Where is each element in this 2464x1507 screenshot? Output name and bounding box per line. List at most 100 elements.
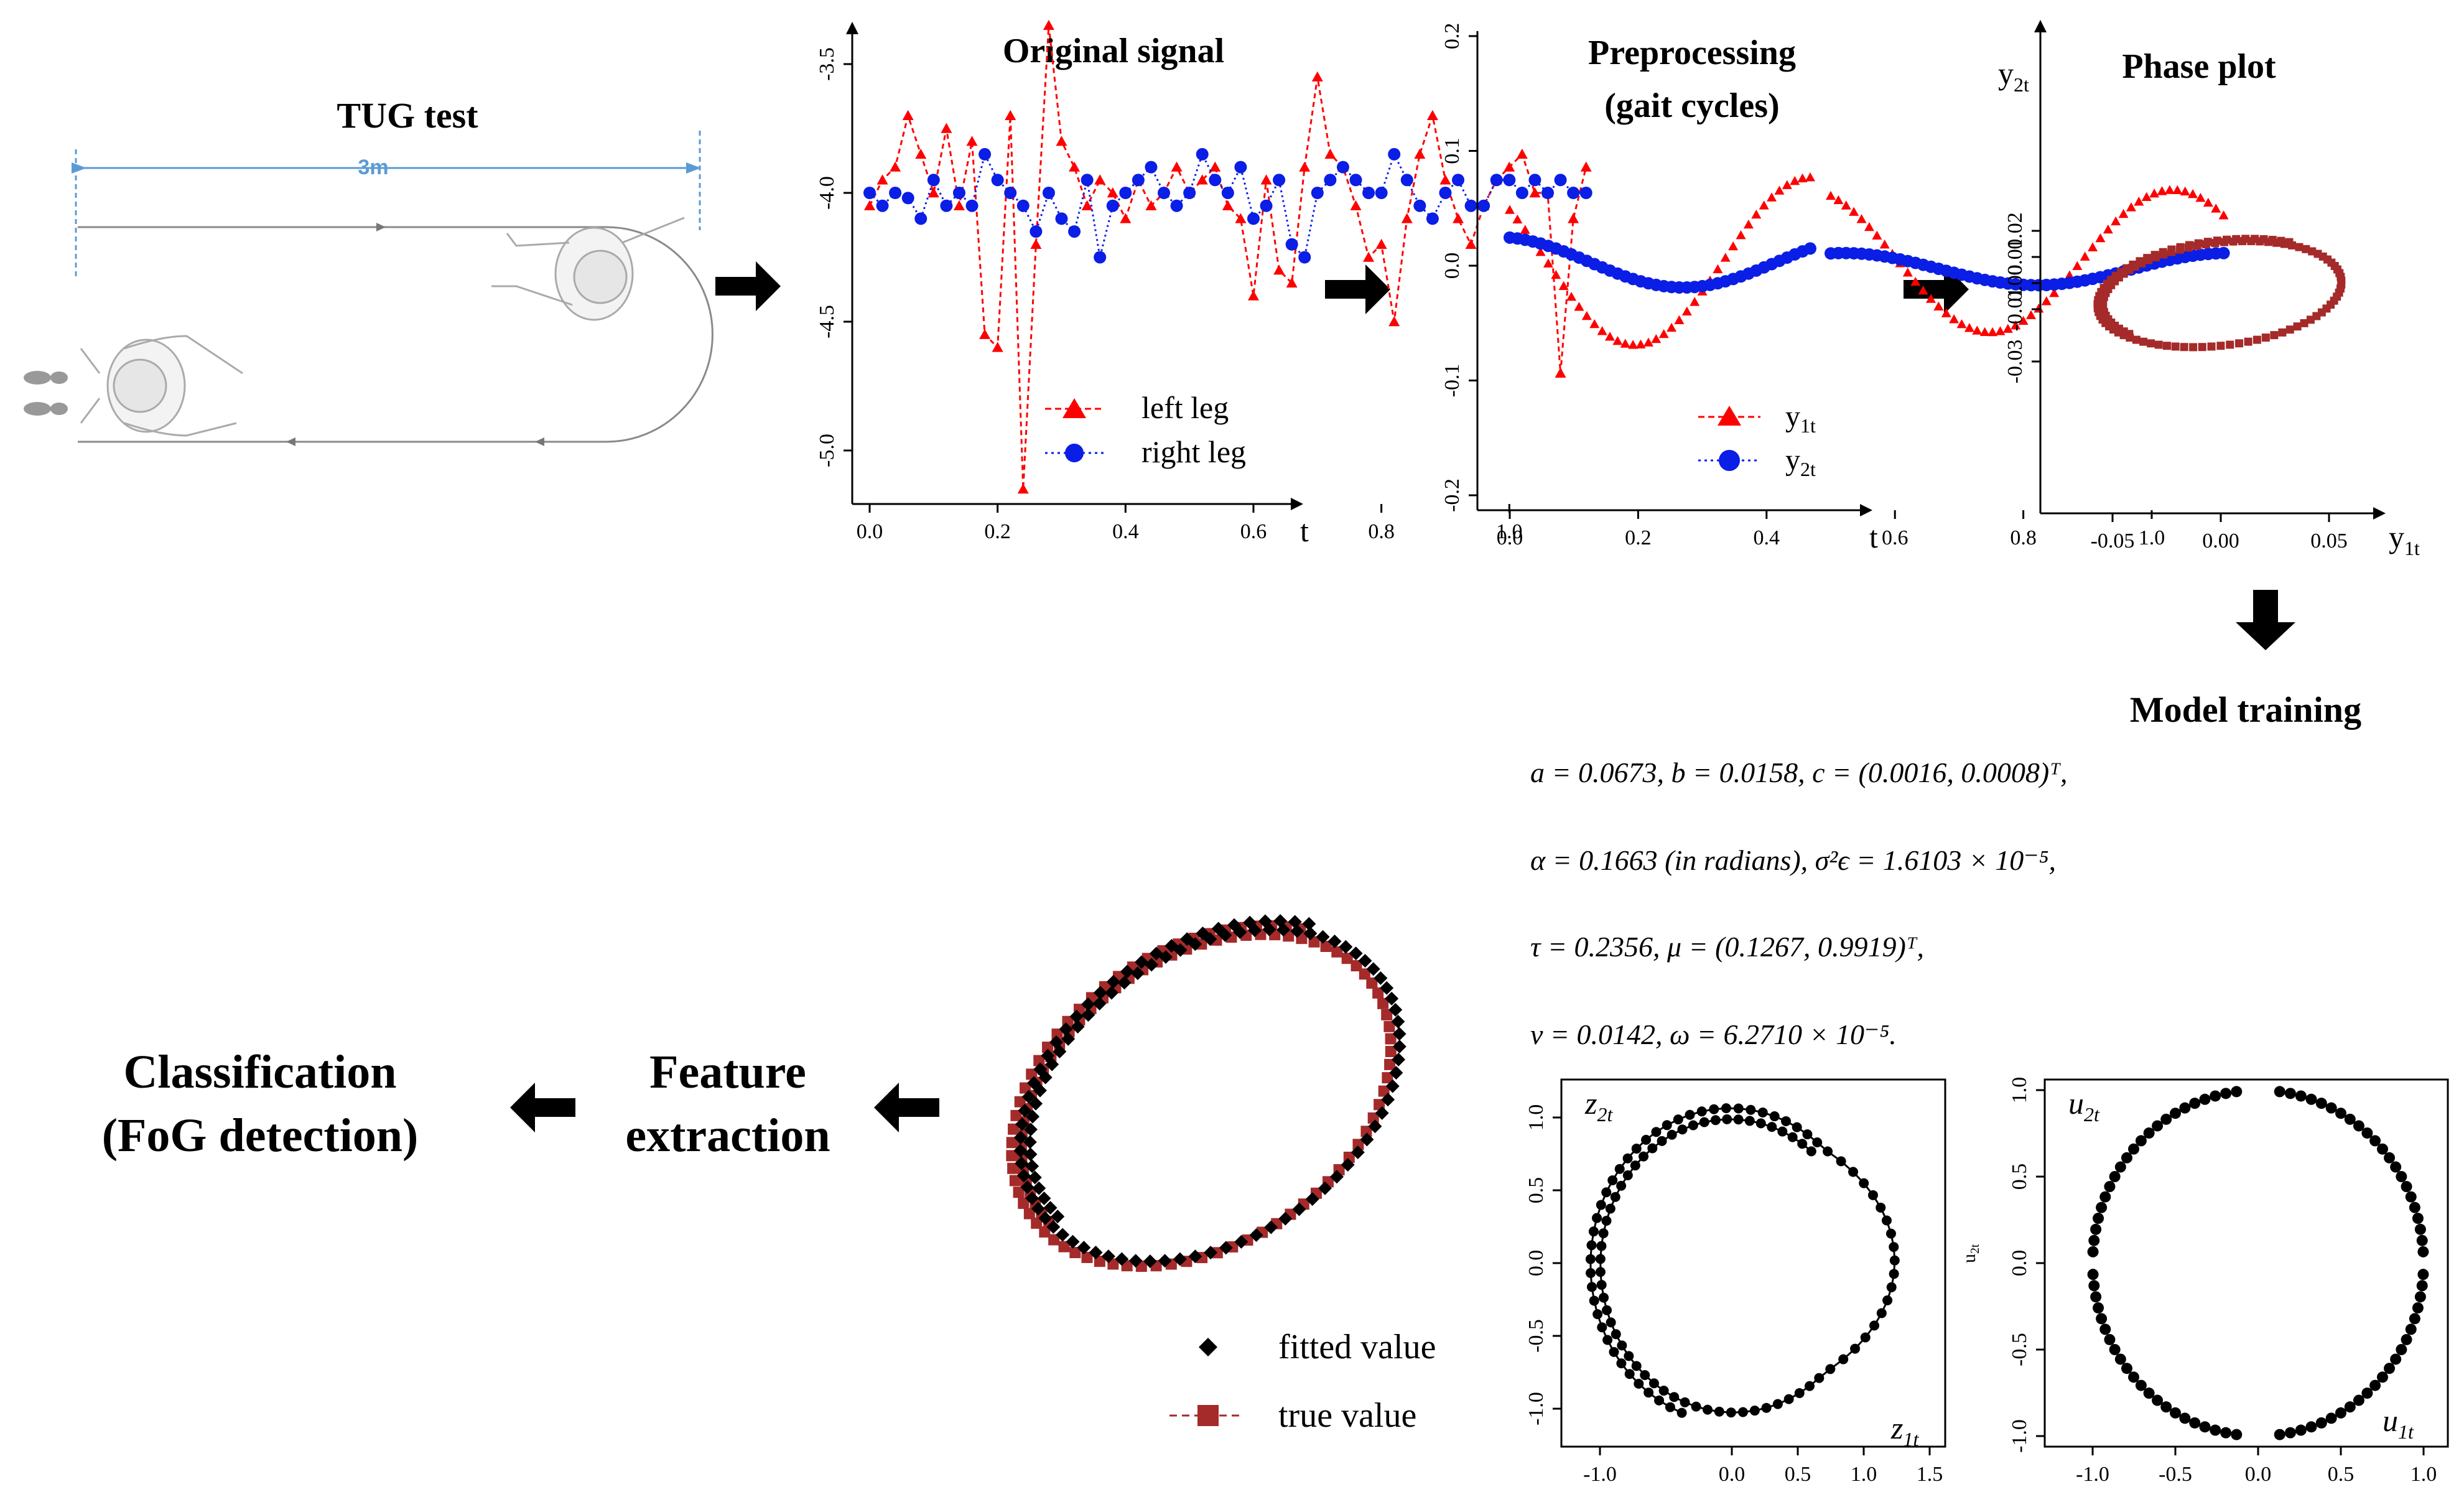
tick-label: -0.03 [2004,340,2027,384]
square-marker [1352,1139,1364,1150]
square-marker [2198,343,2206,352]
diamond-marker [1158,1254,1172,1268]
point-marker [1622,1153,1633,1164]
point-marker [1528,174,1541,187]
triangle-marker [966,136,978,146]
point-marker [2274,1086,2285,1098]
point-marker [2284,1427,2296,1439]
diamond-marker [1389,1066,1403,1080]
diamond-marker [1015,1156,1029,1170]
square-marker [2300,319,2308,327]
diamond-marker [1145,958,1159,972]
tick-label: -0.5 [1525,1319,1548,1353]
triangle-marker [1555,367,1566,378]
triangle-marker [1849,207,1859,216]
triangle-marker [1017,483,1029,494]
triangle-marker [1658,329,1669,338]
triangle-marker [1094,174,1106,185]
classification-line2: (FoG detection) [102,1109,419,1162]
tick-label: -3.5 [816,47,839,81]
triangle-marker [1767,192,1777,202]
point-marker [2390,1161,2402,1173]
point-marker [1426,212,1439,225]
tick-label: 0.8 [2010,526,2037,549]
triangle-marker [1612,335,1623,345]
triangle-marker [2118,208,2129,218]
point-marker [1586,1268,1596,1279]
triangle-marker [927,187,939,198]
diamond-marker [1033,1083,1047,1098]
triangle-marker [1558,281,1569,291]
diamond-marker [1043,1201,1058,1215]
point-marker [2096,1313,2108,1325]
square-marker [2280,240,2289,248]
point-marker [1597,1322,1607,1333]
triangle-marker [1535,247,1546,256]
diamond-marker [1061,1032,1076,1046]
tick-label: 0.4 [1754,526,1780,549]
square-marker [2180,343,2188,352]
diamond-marker [1218,928,1232,942]
point-marker [1757,1107,1768,1117]
triangle-marker [1713,264,1723,274]
point-marker [1806,1146,1816,1157]
square-marker [2288,241,2297,250]
point-marker [901,192,914,205]
point-marker [1209,174,1222,187]
point-marker [2417,1269,2429,1281]
point-marker [1595,1267,1606,1277]
square-marker [2238,237,2247,246]
triangle-marker [1363,251,1375,262]
triangle-marker [1145,200,1157,210]
square-marker [1013,1187,1025,1198]
triangle-marker [2080,251,2090,261]
model-training-label: Model training [2130,689,2361,730]
point-marker [1585,1254,1596,1264]
point-marker [2414,1291,2426,1303]
diamond-marker [1234,1234,1248,1249]
point-marker [965,199,979,212]
diamond-marker [1204,1246,1218,1260]
point-marker [1662,1120,1672,1131]
tug-title: TUG test [337,95,478,136]
point-marker [2409,1201,2420,1213]
point-marker [2109,1171,2121,1182]
point-marker [1803,242,1816,255]
square-marker [1383,1020,1395,1032]
point-marker [1709,1104,1719,1114]
triangle-marker [1574,302,1584,311]
point-marker [2099,1191,2111,1203]
point-marker [1004,187,1017,199]
triangle-marker [1690,297,1700,306]
triangle-marker [1414,148,1426,159]
point-marker [1889,1269,1899,1279]
point-marker [2390,1353,2402,1365]
walker-figure-turn [491,217,685,321]
diamond-marker [1135,955,1149,969]
phase-xlabel: y1t [2389,520,2420,559]
square-marker [2154,340,2163,349]
diamond-marker [1278,1211,1293,1226]
point-marker [2143,1127,2155,1139]
point-marker [1439,187,1452,199]
diamond-marker [1262,922,1276,936]
point-marker [1554,174,1567,187]
triangle-marker [1979,327,1990,336]
square-marker [1069,1247,1081,1259]
triangle-marker [2025,310,2036,319]
tick-label: 0.6 [1882,526,1908,549]
triangle-marker [2157,186,2167,195]
tick-label: 0.0 [1441,253,1464,279]
point-marker [1132,174,1145,187]
classification-line1: Classification [123,1046,396,1098]
point-marker [2231,1086,2243,1098]
square-marker [2261,334,2270,342]
point-marker [1677,1124,1688,1135]
tick-label: -4.0 [816,176,839,210]
point-marker [2104,1333,2116,1345]
triangle-marker [1196,174,1208,185]
point-marker [2295,1090,2307,1102]
square-marker [2207,342,2216,351]
point-marker [2160,1113,2172,1125]
triangle-marker [1030,238,1042,249]
